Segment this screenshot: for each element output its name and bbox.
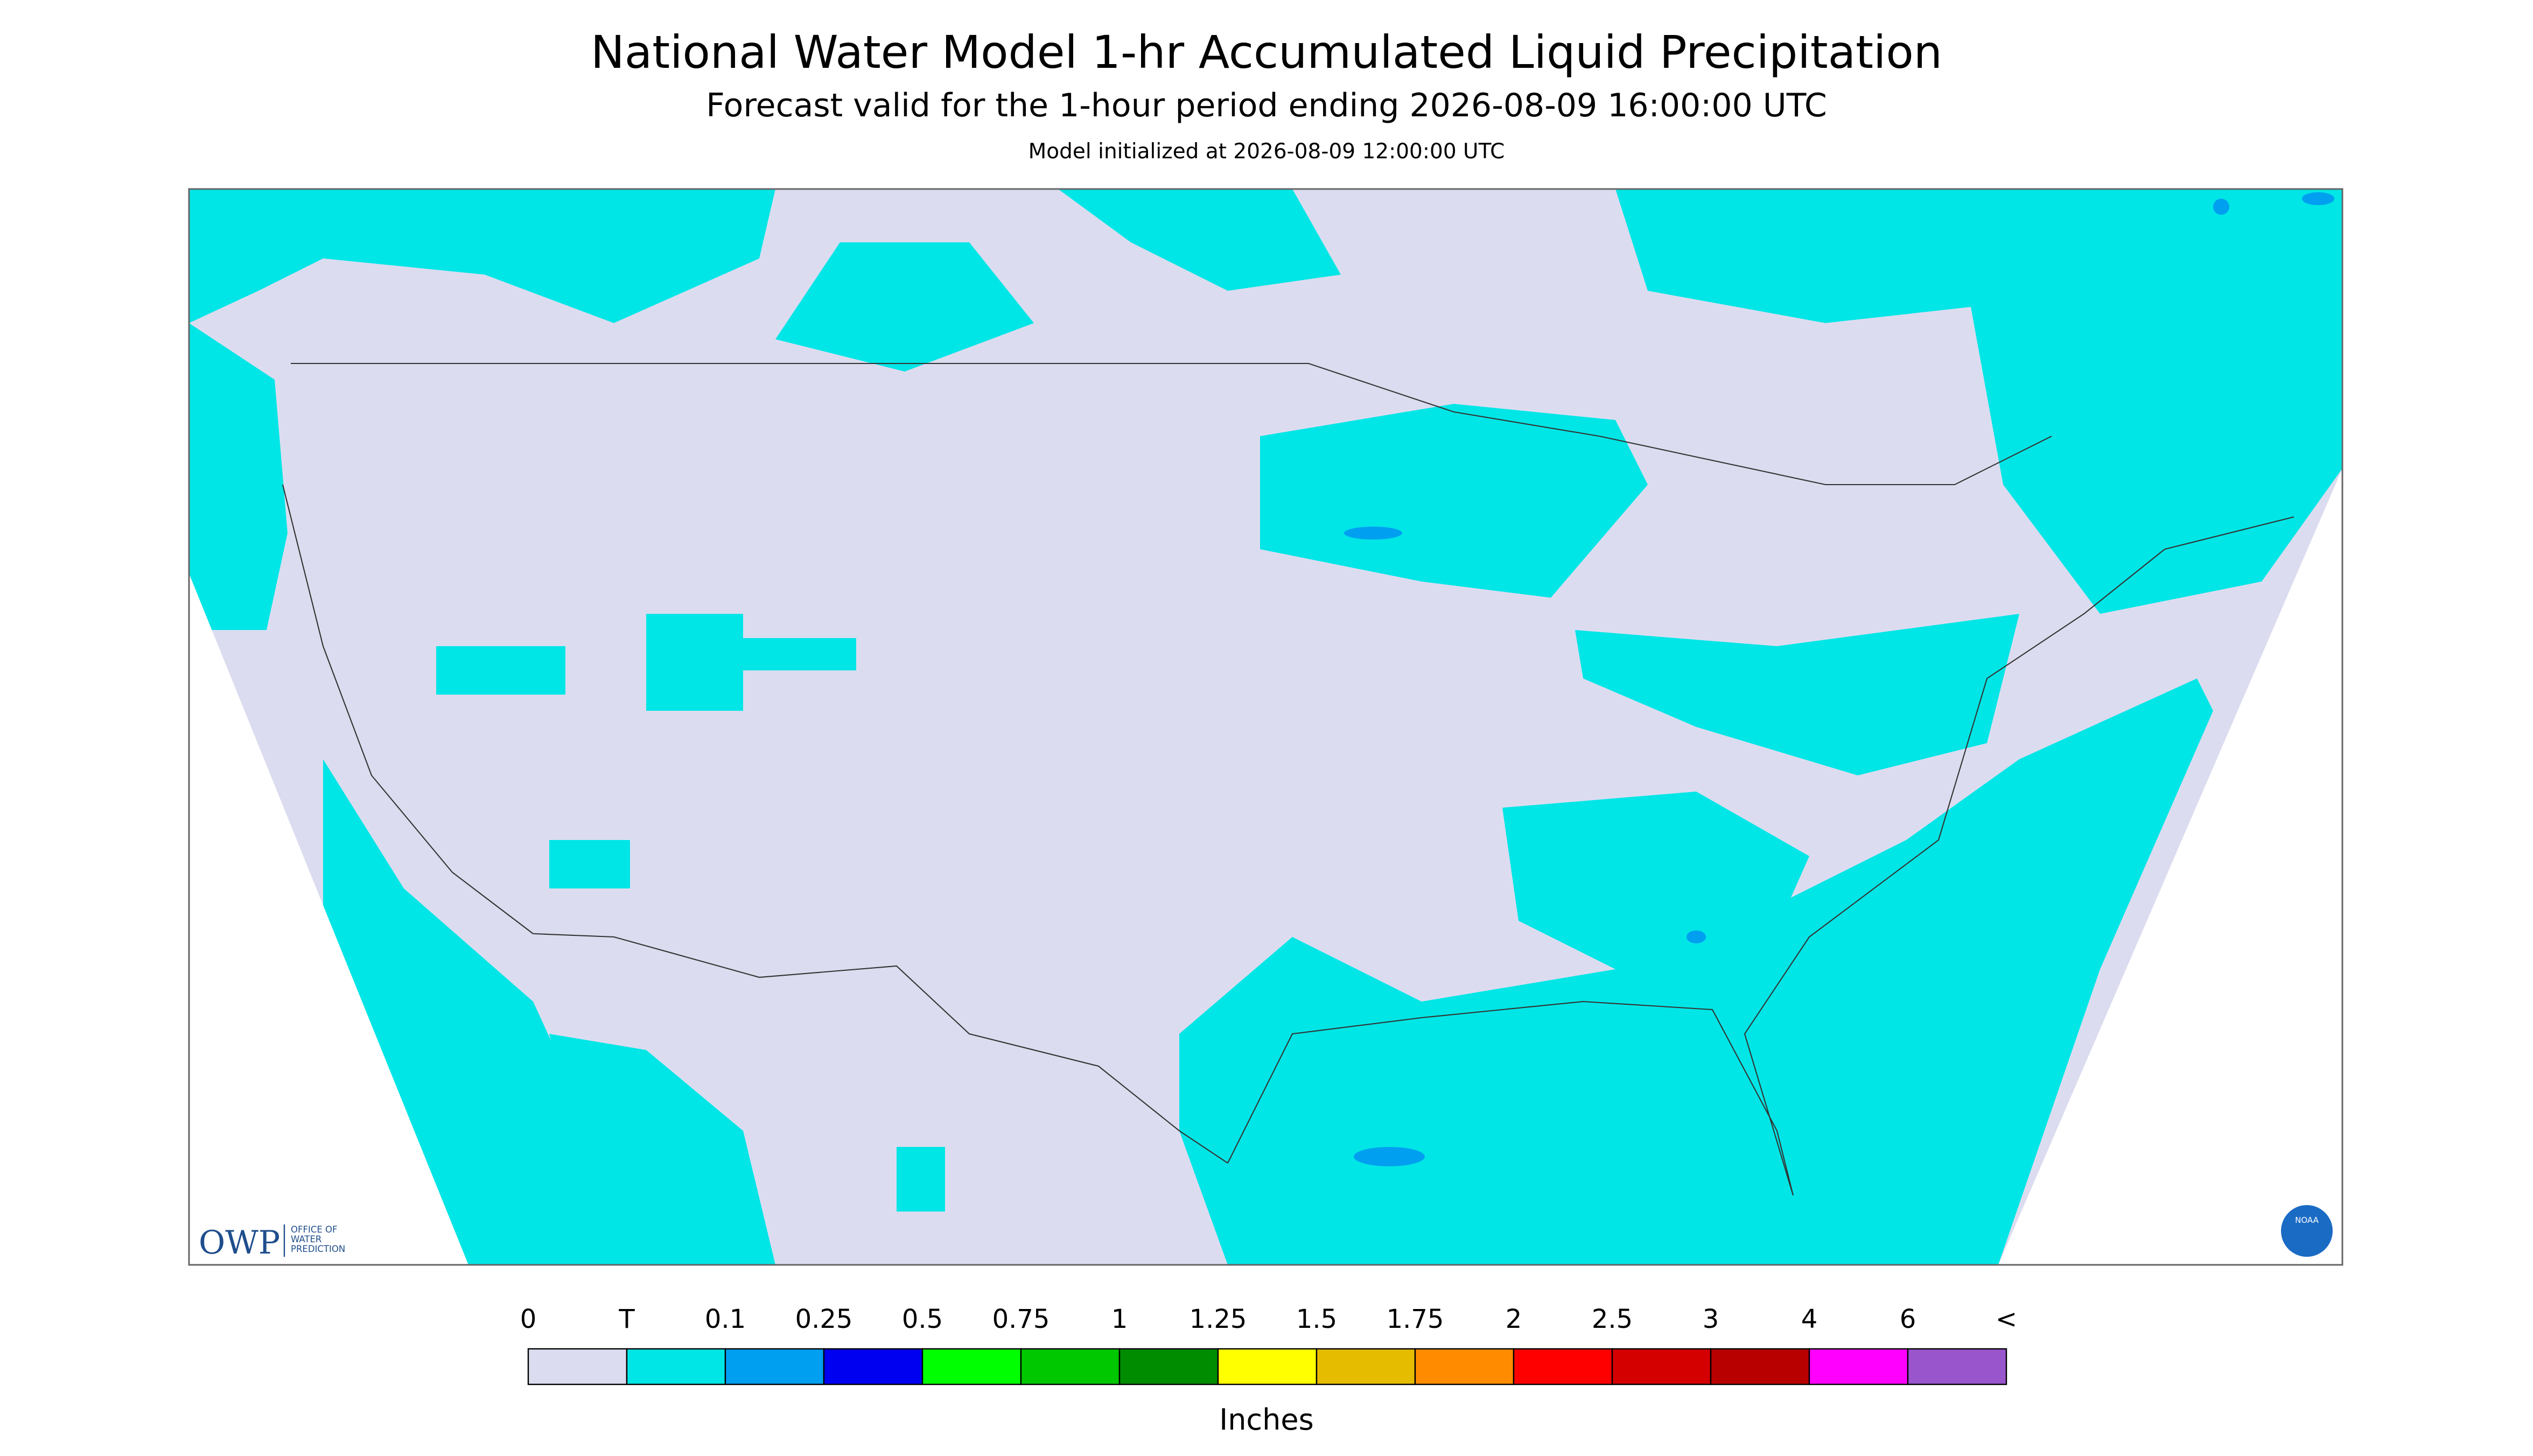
legend-label: 2 xyxy=(1506,1304,1522,1334)
precip-area xyxy=(1058,189,1341,291)
borders xyxy=(282,362,2294,1196)
legend-label: 4 xyxy=(1801,1304,1818,1334)
coast-line xyxy=(1227,516,2294,1196)
precip-area xyxy=(1502,792,1809,1002)
precip-area xyxy=(2302,192,2334,206)
legend-label: 1 xyxy=(1111,1304,1128,1334)
legend-label: 1.5 xyxy=(1296,1304,1337,1334)
legend-label: 1.25 xyxy=(1189,1304,1247,1334)
legend-swatch xyxy=(1710,1348,1810,1385)
legend-swatch xyxy=(724,1348,825,1385)
precip-area xyxy=(189,323,288,631)
precip-area xyxy=(775,242,1034,372)
precip-light xyxy=(1344,192,2334,1167)
precip-area xyxy=(2213,199,2229,215)
precip-area xyxy=(1687,930,1706,944)
map xyxy=(189,189,2342,1265)
noaa-text: NOAA xyxy=(2295,1215,2319,1225)
precip-area xyxy=(1575,614,2019,776)
border-line xyxy=(291,362,2052,486)
legend-swatch xyxy=(1513,1348,1613,1385)
owp-text-line: OFFICE OF xyxy=(291,1224,338,1235)
map-frame xyxy=(188,188,2343,1266)
precip-area xyxy=(1615,189,2342,614)
owp-logo: OWP xyxy=(199,1224,280,1262)
precip-area xyxy=(189,189,775,324)
init-time: Model initialized at 2026-08-09 12:00:00… xyxy=(1028,139,1505,164)
precip-area xyxy=(897,1147,945,1212)
precip-trace xyxy=(189,189,2342,1265)
legend-label: 3 xyxy=(1703,1304,1719,1334)
legend-swatch xyxy=(921,1348,1022,1385)
legend-swatch xyxy=(1808,1348,1909,1385)
legend-label: < xyxy=(1996,1304,2017,1334)
legend-swatch xyxy=(1316,1348,1416,1385)
legend-label: 2.5 xyxy=(1592,1304,1633,1334)
legend-swatch xyxy=(1414,1348,1515,1385)
coast-line xyxy=(282,484,534,934)
legend-swatch xyxy=(1118,1348,1219,1385)
precip-area xyxy=(1354,1147,1425,1167)
legend-label: 0 xyxy=(520,1304,537,1334)
precip-area xyxy=(1344,527,1402,540)
legend-label: 0.25 xyxy=(795,1304,853,1334)
precip-area xyxy=(1260,404,1648,598)
legend-swatch xyxy=(1611,1348,1712,1385)
legend-swatch xyxy=(626,1348,726,1385)
legend-label: 1.75 xyxy=(1387,1304,1444,1334)
legend-swatch xyxy=(1020,1348,1121,1385)
legend: 0 T 0.1 0.25 0.5 0.75 1 1.25 1.5 1.75 2 2.5 3 4 6 < xyxy=(520,1304,2017,1385)
legend-swatch xyxy=(1907,1348,2007,1385)
precip-area xyxy=(743,638,856,671)
legend-swatch xyxy=(1217,1348,1318,1385)
legend-unit: Inches xyxy=(1219,1403,1313,1437)
legend-swatch xyxy=(823,1348,923,1385)
legend-swatch xyxy=(527,1348,628,1385)
precip-area xyxy=(436,646,565,695)
precip-area xyxy=(549,840,630,889)
legend-label: 0.1 xyxy=(705,1304,746,1334)
legend-label: T xyxy=(618,1304,635,1334)
owp-text-line: WATER xyxy=(291,1234,321,1244)
noaa-logo xyxy=(2281,1205,2333,1257)
owp-text-line: PREDICTION xyxy=(291,1244,345,1254)
border-line xyxy=(533,933,1228,1164)
subtitle: Forecast valid for the 1-hour period end… xyxy=(706,87,1827,124)
legend-label: 0.75 xyxy=(992,1304,1050,1334)
title: National Water Model 1-hr Accumulated Li… xyxy=(591,26,1942,79)
legend-label: 0.5 xyxy=(902,1304,943,1334)
precip-area xyxy=(549,1034,775,1265)
precip-area xyxy=(646,614,743,711)
legend-label: 6 xyxy=(1900,1304,1916,1334)
